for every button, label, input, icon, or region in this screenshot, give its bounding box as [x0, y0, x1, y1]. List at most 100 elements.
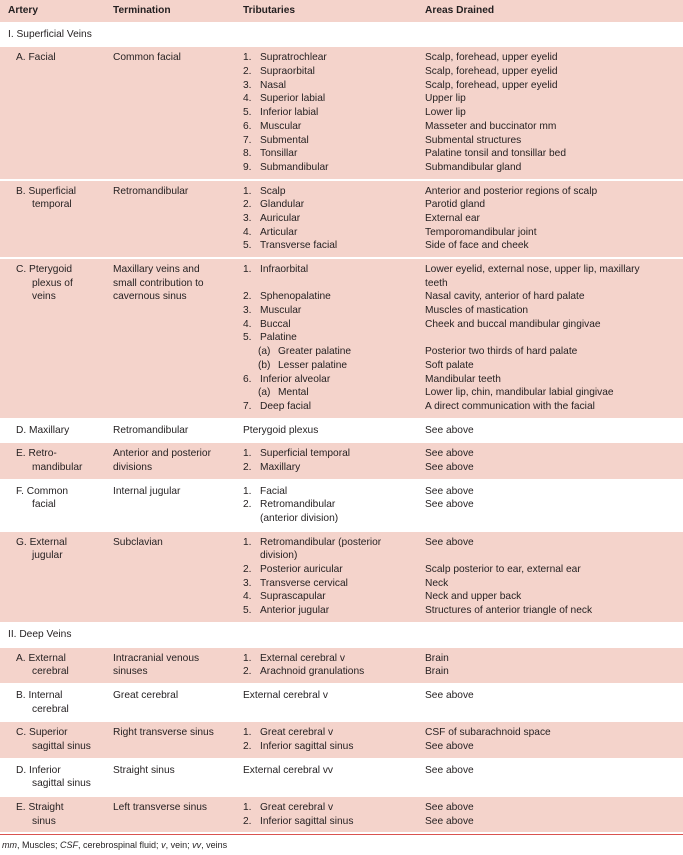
artery-line: sagittal sinus: [32, 778, 91, 790]
tributary-name: Transverse facial: [260, 240, 338, 252]
artery-line: E. Straight: [16, 802, 64, 814]
section-title: I. Superficial Veins: [0, 22, 683, 48]
tributary-line: 1. Facial: [243, 485, 425, 499]
tributary-name: Great cerebral v: [260, 802, 334, 814]
header-termination: Termination: [113, 0, 243, 24]
table-row: A. Facial Common facial 1. Supratrochlear 2.…: [0, 46, 683, 181]
tributaries-cell: 1. Scalp 2. Glandular 3. Auricular 4. Articular…: [243, 179, 425, 260]
tributary-line: 3. Transverse cervical: [243, 577, 425, 591]
area-line: Nasal cavity, anterior of hard palate: [425, 291, 585, 303]
tributary-name: Articular: [260, 226, 298, 238]
tributary-line: Pterygoid plexus: [243, 424, 425, 438]
termination-cell: Subclavian: [113, 530, 243, 624]
termination-line: Retromandibular: [113, 424, 189, 436]
section-row: I. Superficial Veins: [0, 22, 683, 48]
header-areas-drained: Areas Drained: [425, 0, 683, 24]
tributary-name: Inferior labial: [260, 107, 319, 119]
tributary-number: 1.: [243, 485, 252, 497]
tributary-line: 3. Nasal: [243, 79, 425, 93]
tributary-number: 2.: [243, 66, 252, 78]
tributaries-cell: 1. Superficial temporal 2. Maxillary: [243, 442, 425, 481]
footnote-abbr: vv: [192, 840, 202, 851]
tributary-line: 6. Muscular: [243, 120, 425, 134]
tributary-number: 4.: [243, 226, 252, 238]
tributary-name: Pterygoid plexus: [243, 424, 319, 436]
artery-cell: C. Pterygoid plexus of veins: [0, 258, 113, 420]
table-row: B. Internal cerebral Great cerebral Externa…: [0, 683, 683, 723]
artery-line: C. Superior: [16, 727, 68, 739]
artery-line: A. Facial: [16, 52, 56, 64]
table-row: E. Straight sinus Left transverse sinus 1. G…: [0, 796, 683, 835]
area-line: teeth: [425, 277, 448, 289]
footnote-def: , cerebrospinal fluid;: [78, 840, 162, 851]
artery-cell: G. External jugular: [0, 530, 113, 624]
tributaries-cell: 1. Facial 2. Retromandibular (anterior divis…: [243, 479, 425, 532]
tributary-line: division): [243, 549, 425, 563]
termination-cell: Internal jugular: [113, 479, 243, 532]
tributary-name: Glandular: [260, 199, 305, 211]
tributary-line: (a) Mental: [243, 386, 425, 400]
area-line: Submental structures: [425, 134, 522, 146]
artery-line: temporal: [32, 199, 72, 211]
termination-line: Great cerebral: [113, 689, 179, 701]
artery-line: plexus of: [32, 277, 73, 289]
tributary-name: Supratrochlear: [260, 52, 327, 64]
tributary-name: Anterior jugular: [260, 605, 330, 617]
tributary-line: 2. Inferior sagittal sinus: [243, 740, 425, 754]
area-line: Muscles of mastication: [425, 305, 529, 317]
tributary-name: Nasal: [260, 79, 287, 91]
tributary-line: 8. Tonsillar: [243, 147, 425, 161]
tributary-number: 1.: [243, 448, 252, 460]
tributaries-cell: 1. Great cerebral v 2. Inferior sagittal si…: [243, 796, 425, 835]
footnote-abbr: mm: [2, 840, 17, 851]
termination-cell: Left transverse sinus: [113, 796, 243, 835]
tributary-name: External cerebral v: [243, 689, 328, 701]
tributary-line: 5. Transverse facial: [243, 239, 425, 253]
area-line: See above: [425, 689, 474, 701]
tributary-name: Submandibular: [260, 161, 329, 173]
termination-cell: Straight sinus: [113, 758, 243, 798]
tributaries-cell: 1. Retromandibular (posterior division) 2. P…: [243, 530, 425, 624]
footnote-abbr: CSF: [60, 840, 79, 851]
area-line: Brain: [425, 652, 449, 664]
tributary-name: Buccal: [260, 318, 291, 330]
artery-line: D. Maxillary: [16, 424, 70, 436]
areas-cell: Scalp, forehead, upper eyelid Scalp, fore…: [425, 46, 683, 181]
area-line: Temporomandibular joint: [425, 226, 537, 238]
termination-cell: Retromandibular: [113, 179, 243, 260]
table-row: C. Superior sagittal sinus Right transvers…: [0, 721, 683, 760]
area-line: Neck: [425, 577, 449, 589]
header-artery: Artery: [0, 0, 113, 24]
artery-cell: A. External cerebral: [0, 646, 113, 685]
tributaries-cell: 1. External cerebral v 2. Arachnoid granula…: [243, 646, 425, 685]
tributary-name: Auricular: [260, 212, 301, 224]
termination-cell: Intracranial venous sinuses: [113, 646, 243, 685]
termination-cell: Common facial: [113, 46, 243, 181]
tributary-line: 2. Posterior auricular: [243, 563, 425, 577]
tributary-number: 3.: [243, 305, 252, 317]
footnote-def: , Muscles;: [17, 840, 61, 851]
tributary-name: Retromandibular (posterior: [260, 536, 382, 548]
tributary-line: 1. Supratrochlear: [243, 51, 425, 65]
tributaries-cell: External cerebral v: [243, 683, 425, 723]
tributaries-cell: 1. Supratrochlear 2. Supraorbital 3. Nasal 4. S…: [243, 46, 425, 181]
tributary-number: 5.: [243, 605, 252, 617]
tributary-name: Scalp: [260, 185, 286, 197]
termination-line: cavernous sinus: [113, 291, 187, 303]
tributary-number: 8.: [243, 148, 252, 160]
artery-cell: B. Superficial temporal: [0, 179, 113, 260]
tributary-number: 4.: [243, 318, 252, 330]
tributary-number: 1.: [243, 652, 252, 664]
tributary-line: 1. Scalp: [243, 185, 425, 199]
tributary-line: 2. Arachnoid granulations: [243, 665, 425, 679]
area-line: External ear: [425, 212, 480, 224]
artery-line: G. External: [16, 536, 67, 548]
tributary-name: Submental: [260, 134, 309, 146]
tributary-name: Deep facial: [260, 400, 311, 412]
termination-line: Intracranial venous: [113, 652, 200, 664]
artery-cell: D. Maxillary: [0, 418, 113, 444]
termination-cell: Maxillary veins and small contribution to…: [113, 258, 243, 420]
area-line: Parotid gland: [425, 199, 486, 211]
area-line: [425, 331, 683, 345]
tributary-name: Inferior sagittal sinus: [260, 815, 354, 827]
